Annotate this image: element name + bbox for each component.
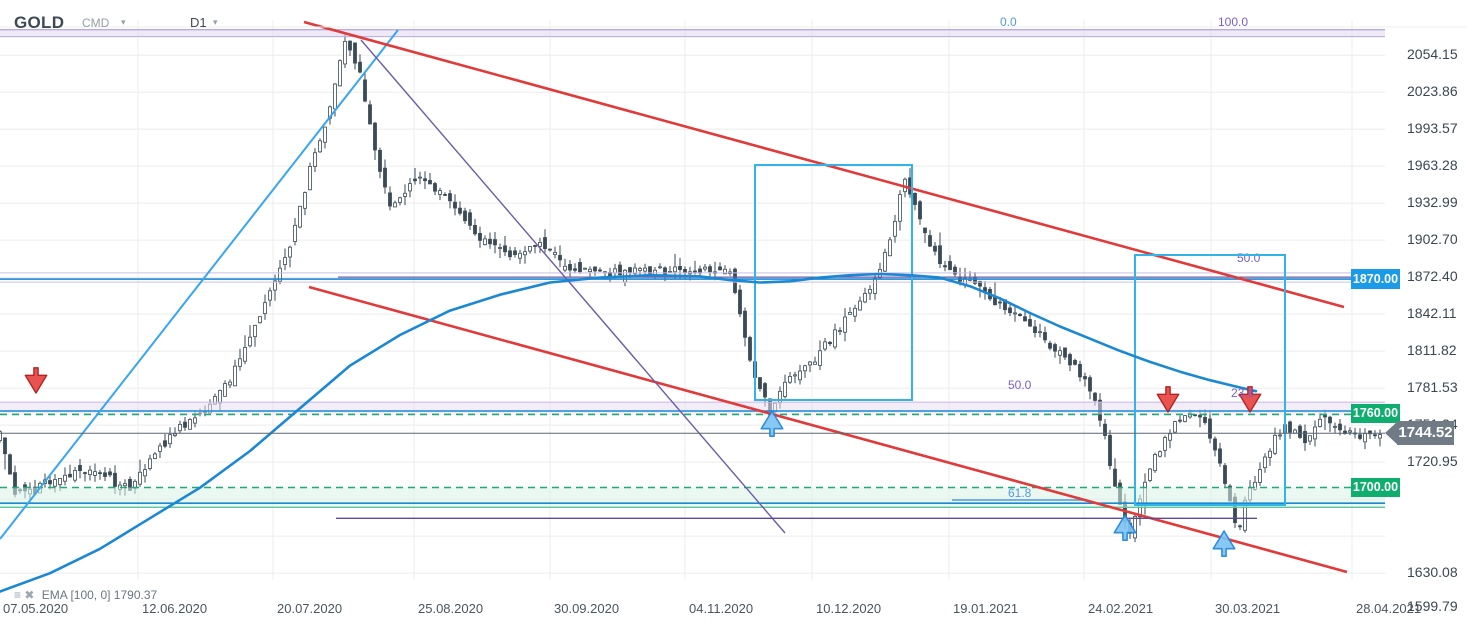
svg-text:61.8: 61.8: [1008, 486, 1032, 500]
svg-text:50.0: 50.0: [1008, 378, 1032, 392]
svg-text:23.6: 23.6: [1231, 386, 1255, 400]
svg-text:50.0: 50.0: [1237, 251, 1261, 265]
